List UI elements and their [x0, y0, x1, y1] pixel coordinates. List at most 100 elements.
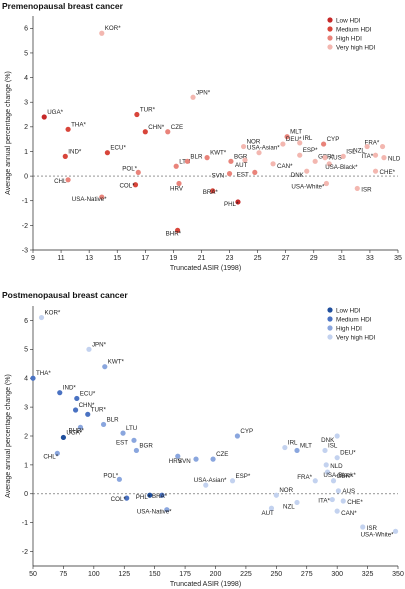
y-tick-label: 6 [24, 26, 28, 33]
data-point-label: AUT [235, 162, 248, 169]
x-tick-label: 325 [362, 571, 374, 578]
x-tick-label: 50 [29, 571, 37, 578]
data-point [334, 455, 340, 461]
legend-marker [327, 325, 333, 331]
data-point-label: MLT [290, 129, 302, 136]
data-point-label: USA-White* [361, 531, 395, 538]
data-point [229, 478, 236, 484]
data-point-label: NLD [330, 463, 343, 470]
chart-title: Postmenopausal breast cancer [2, 290, 128, 300]
legend-label: Low HDI [336, 17, 361, 24]
data-point [134, 111, 140, 118]
legend-label: Very high HDI [336, 44, 376, 51]
data-point-label: CHL* [43, 453, 58, 460]
data-point [340, 153, 346, 159]
data-point [133, 447, 140, 454]
x-tick-label: 35 [394, 255, 402, 262]
data-point [72, 407, 79, 413]
y-tick-label: 0 [24, 491, 28, 498]
legend-marker [327, 307, 333, 313]
data-point [203, 482, 209, 488]
y-axis-title: Average annual percentage change (%) [5, 71, 12, 195]
data-point [86, 346, 92, 352]
data-point [173, 163, 179, 169]
data-point-label: USA-Native* [72, 196, 107, 203]
chart-title: Premenopausal breast cancer [2, 1, 124, 11]
data-point [392, 528, 399, 534]
data-point [372, 168, 379, 174]
data-point [240, 143, 247, 150]
data-point-label: COL* [111, 496, 127, 503]
data-point [204, 155, 210, 161]
data-point-label: BLR [107, 416, 120, 423]
data-point-label: CAN* [277, 163, 293, 170]
x-tick-label: 9 [31, 255, 35, 262]
chart-panel-premenopausal: Premenopausal breast cancer-3-2-10123456… [2, 1, 402, 272]
chart-panel-postmenopausal: Postmenopausal breast cancer -2 -1 0 1 2 3 4 5 6 5… [2, 290, 404, 588]
y-tick-label: 3 [24, 405, 28, 412]
data-point-label: USA-Black* [323, 472, 356, 479]
x-tick-label: 25 [254, 255, 262, 262]
y-tick-label: -1 [22, 198, 28, 205]
data-point-label: IRL [303, 135, 313, 142]
data-point-label: ISL [346, 148, 356, 155]
data-point-label: EST [237, 171, 249, 178]
x-tick-label: 75 [60, 571, 68, 578]
x-tick-label: 15 [113, 255, 121, 262]
data-point [62, 153, 68, 159]
x-tick-label: 23 [226, 255, 234, 262]
y-tick-label: 6 [24, 318, 28, 325]
data-point [326, 161, 332, 167]
data-point [273, 492, 279, 498]
y-tick-label: 5 [24, 50, 28, 57]
data-point [65, 177, 71, 183]
legend-label: Medium HDI [336, 316, 372, 323]
data-point [256, 150, 262, 156]
data-point-label: AUS [329, 155, 342, 162]
x-tick-label: 17 [141, 255, 149, 262]
data-point [124, 495, 130, 501]
data-point-label: NZL [353, 148, 365, 155]
x-tick-label: 27 [282, 255, 290, 262]
data-point-label: THA* [71, 121, 86, 128]
legend-label: Very high HDI [336, 334, 376, 341]
data-point-label: TUR* [140, 107, 156, 114]
data-point [340, 498, 346, 504]
data-point [379, 143, 386, 150]
data-point-label: DEU* [286, 136, 302, 143]
data-point [252, 169, 258, 176]
data-point [193, 456, 199, 462]
x-tick-label: 300 [331, 571, 343, 578]
data-point [159, 492, 165, 498]
data-point-label: SVN [178, 458, 191, 465]
legend-label: Low HDI [336, 307, 361, 314]
data-point [360, 524, 366, 530]
data-point-label: NLD [388, 156, 401, 163]
x-tick-label: 19 [169, 255, 177, 262]
legend-label: High HDI [336, 35, 362, 42]
data-point-label: ESP* [236, 473, 251, 480]
data-point [268, 505, 275, 511]
data-point-label: BLR [190, 153, 203, 160]
data-point [294, 447, 300, 454]
data-point-label: EST [116, 439, 128, 446]
data-point-label: MLT [300, 442, 312, 449]
x-tick-label: 200 [210, 571, 222, 578]
data-point-label: IRL [288, 440, 298, 447]
data-point-label: ITA* [318, 498, 330, 505]
data-point [210, 456, 216, 462]
data-point-label: ISR [367, 525, 378, 532]
data-point-label: DNK [291, 172, 305, 179]
x-tick-label: 150 [149, 571, 161, 578]
data-point-label: CZE [216, 451, 228, 458]
data-point-label: HRV [169, 458, 183, 465]
data-point [135, 169, 141, 176]
data-point [132, 182, 139, 188]
data-point [175, 453, 181, 459]
x-tick-label: 33 [366, 255, 374, 262]
legend-marker [327, 26, 333, 32]
x-tick-label: 250 [270, 571, 282, 578]
data-point [330, 478, 337, 484]
data-point-label: BRA* [203, 189, 219, 196]
data-point [77, 424, 84, 430]
